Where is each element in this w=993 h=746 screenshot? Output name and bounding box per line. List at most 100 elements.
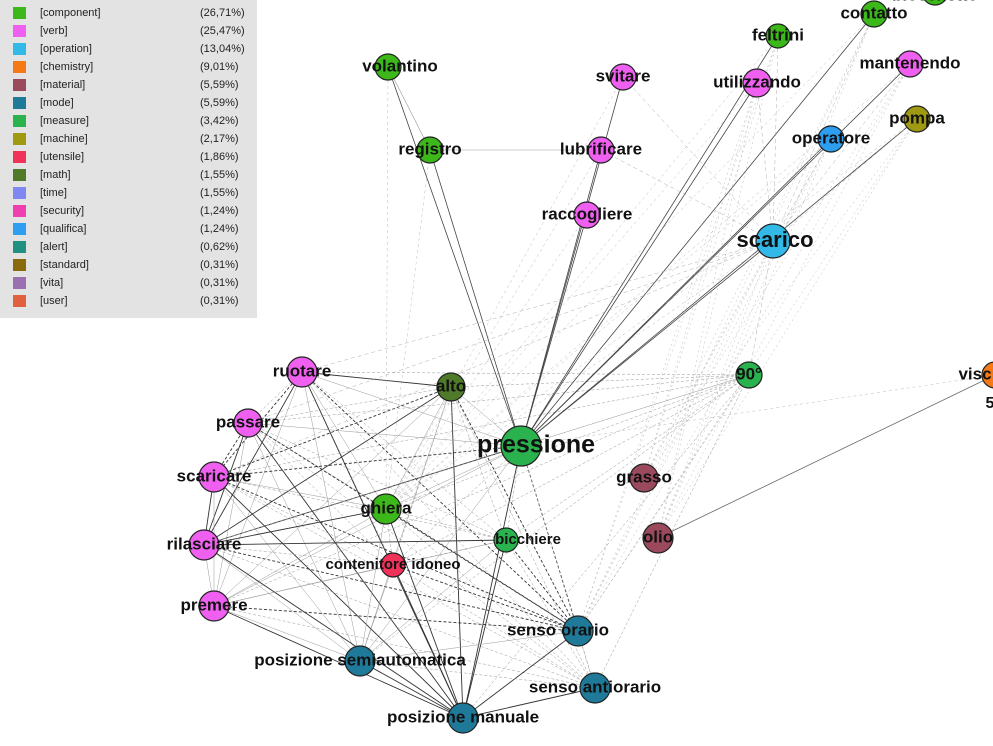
- legend-label: [qualifica]: [40, 223, 86, 235]
- edge: [213, 476, 361, 662]
- node-label: operatore: [792, 128, 870, 147]
- node-label: lubrificare: [560, 139, 642, 158]
- edge: [213, 476, 464, 719]
- node: [188, 529, 220, 561]
- edge: [772, 35, 779, 242]
- edge: [643, 82, 758, 479]
- edge: [657, 240, 774, 539]
- node-label: feltrini: [752, 25, 804, 44]
- edge: [213, 445, 522, 607]
- node: [642, 522, 674, 554]
- edge: [392, 445, 522, 566]
- legend-label: [operation]: [40, 43, 92, 55]
- edge: [643, 63, 911, 479]
- legend-percent: (2,17%): [200, 133, 239, 145]
- edge: [450, 386, 507, 541]
- legend-swatch: [13, 241, 26, 253]
- edge: [359, 564, 394, 662]
- edge: [385, 66, 389, 510]
- edge: [301, 371, 387, 510]
- legend-swatch: [13, 223, 26, 235]
- node-label: ghiera: [360, 498, 412, 517]
- legend-label: [math]: [40, 169, 71, 181]
- edge: [203, 544, 394, 566]
- node: [981, 361, 993, 389]
- edge: [657, 375, 993, 539]
- edge: [577, 240, 774, 632]
- node: [416, 136, 444, 164]
- legend-swatch: [13, 61, 26, 73]
- edge: [643, 13, 875, 479]
- legend-swatch: [13, 169, 26, 181]
- edge: [387, 66, 522, 447]
- node: [903, 105, 931, 133]
- node-label: ruotare: [273, 361, 332, 380]
- legend-swatch: [13, 205, 26, 217]
- node-label: posizione manuale: [387, 707, 539, 726]
- node-label: posizione semiautomatica: [254, 650, 466, 669]
- node-label: premere: [180, 595, 247, 614]
- edge: [213, 374, 750, 478]
- edge: [577, 138, 832, 632]
- edge: [520, 82, 758, 447]
- edge: [385, 149, 602, 510]
- edge: [213, 508, 387, 607]
- edge: [385, 508, 579, 632]
- legend-percent: (1,55%): [200, 187, 239, 199]
- node: [587, 136, 615, 164]
- legend-percent: (1,86%): [200, 151, 239, 163]
- edge: [203, 539, 507, 546]
- node: [755, 223, 791, 259]
- legend-panel: [0, 0, 257, 318]
- edge: [392, 374, 750, 566]
- edge: [247, 374, 750, 424]
- edge: [577, 118, 918, 632]
- edge: [247, 240, 774, 424]
- edge: [385, 445, 522, 510]
- edge: [203, 508, 387, 546]
- node-label: pompa: [889, 108, 945, 127]
- edge: [594, 374, 750, 689]
- legend-swatch: [13, 79, 26, 91]
- edge: [385, 386, 452, 510]
- edge: [520, 240, 774, 447]
- edge: [213, 240, 774, 478]
- edge: [520, 138, 832, 447]
- edge: [505, 374, 750, 541]
- edge: [203, 544, 361, 662]
- legend-label: [alert]: [40, 241, 68, 253]
- node-label: visc: [958, 364, 991, 383]
- edge: [203, 374, 750, 546]
- legend-swatch: [13, 97, 26, 109]
- legend-percent: (0,31%): [200, 277, 239, 289]
- node-label: alto: [436, 376, 466, 395]
- edge: [657, 63, 911, 539]
- edge: [577, 13, 875, 632]
- edge: [213, 386, 452, 607]
- legend-percent: (1,24%): [200, 205, 239, 217]
- legend-label: [vita]: [40, 277, 63, 289]
- edge: [772, 118, 918, 242]
- edge: [385, 82, 758, 510]
- legend-label: [verb]: [40, 25, 68, 37]
- node: [765, 23, 791, 49]
- node-label-fragment: 5: [986, 395, 993, 412]
- edge: [213, 371, 303, 478]
- node: [609, 63, 637, 91]
- legend-swatch: [13, 43, 26, 55]
- edge: [643, 118, 918, 479]
- node-label: scaricare: [177, 466, 252, 485]
- legend-label: [time]: [40, 187, 67, 199]
- edge: [203, 371, 303, 546]
- legend-swatch: [13, 133, 26, 145]
- node-label: senso orario: [507, 620, 609, 639]
- node-label: 90°: [736, 364, 762, 383]
- legend-label: [measure]: [40, 115, 89, 127]
- node-label: utilizzando: [713, 72, 801, 91]
- edge: [359, 630, 579, 662]
- edge: [301, 240, 774, 373]
- node-label: registro: [398, 139, 461, 158]
- node-label: svitare: [596, 66, 651, 85]
